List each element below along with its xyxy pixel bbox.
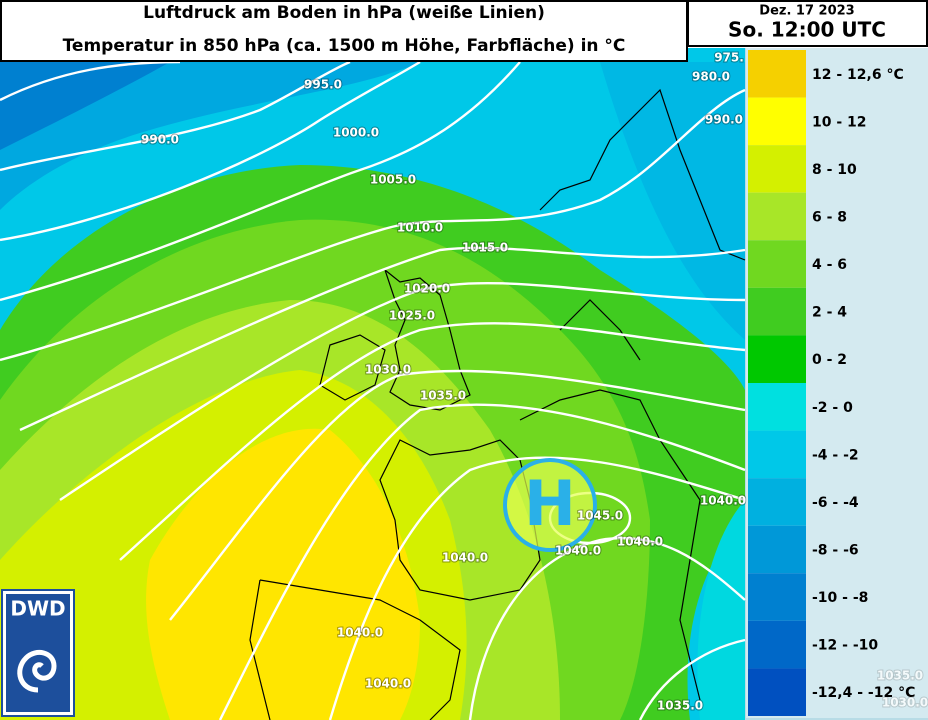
legend-swatch xyxy=(748,145,806,193)
legend-swatch xyxy=(748,50,806,98)
high-label: H xyxy=(524,467,576,540)
legend-label: 2 - 4 xyxy=(812,305,847,321)
legend-label: -2 - 0 xyxy=(812,400,853,416)
legend-swatch xyxy=(748,335,806,383)
legend-label: -4 - -2 xyxy=(812,447,859,463)
legend-label: 8 - 10 xyxy=(812,162,857,178)
header: Luftdruck am Boden in hPa (weiße Linien)… xyxy=(0,0,928,62)
title-box xyxy=(0,0,688,62)
legend-swatch xyxy=(748,430,806,479)
isobar-label: 1030.0 xyxy=(365,363,411,377)
legend-label: 12 - 12,6 °C xyxy=(812,67,904,83)
legend-label: 6 - 8 xyxy=(812,210,847,226)
time-box xyxy=(687,0,928,47)
high-pressure-symbol: H xyxy=(503,458,597,552)
isobar-label: 1040.0 xyxy=(365,677,411,691)
legend-swatch xyxy=(748,240,806,288)
isobar-label: 1040.0 xyxy=(442,551,488,565)
title-line2: Temperatur in 850 hPa (ca. 1500 m Höhe, … xyxy=(63,36,626,56)
title-line1: Luftdruck am Boden in hPa (weiße Linien) xyxy=(143,3,545,23)
legend-label: -10 - -8 xyxy=(812,590,868,606)
dwd-logo: DWD xyxy=(1,589,75,717)
isobar-label: 1040.0 xyxy=(617,535,663,549)
isobar-label: 1010.0 xyxy=(397,221,443,235)
legend-label: -8 - -6 xyxy=(812,543,859,559)
legend-swatch xyxy=(748,192,806,241)
legend-label: 0 - 2 xyxy=(812,352,847,368)
isobars xyxy=(0,60,746,720)
legend-label: -6 - -4 xyxy=(812,495,859,511)
legend: 12 - 12,6 °C 10 - 12 8 - 10 6 - 8 4 - 6 2 - 4… xyxy=(746,48,928,718)
isobar-label: 1045.0 xyxy=(577,509,623,523)
isobar-label: 980.0 xyxy=(692,70,730,84)
date: Dez. 17 2023 xyxy=(759,4,854,19)
legend-swatch xyxy=(748,620,806,669)
isobar-label: 1040.0 xyxy=(555,544,601,558)
isobar-label: 1015.0 xyxy=(462,241,508,255)
isobar-label: 975. xyxy=(714,51,744,65)
legend-label: 4 - 6 xyxy=(812,257,847,273)
legend-swatch xyxy=(748,383,806,431)
legend-swatch xyxy=(748,97,806,146)
legend-swatch xyxy=(748,525,806,574)
coastlines xyxy=(249,88,746,720)
isobar-label: 1005.0 xyxy=(370,173,416,187)
legend-swatch xyxy=(748,573,806,621)
legend-label: -12,4 - -12 °C xyxy=(812,685,915,701)
logo-text: DWD xyxy=(10,597,65,621)
legend-label: -12 - -10 xyxy=(812,638,878,654)
legend-swatch xyxy=(748,478,806,526)
isobar-label: 1025.0 xyxy=(389,309,435,323)
isobar-label: 1040.0 xyxy=(700,494,746,508)
isobar-label: 1040.0 xyxy=(337,626,383,640)
isobar-label: 1035.0 xyxy=(420,389,466,403)
legend-swatch xyxy=(748,668,806,716)
legend-label: 10 - 12 xyxy=(812,114,867,130)
isobar-label: 995.0 xyxy=(304,78,342,92)
isobar-label: 990.0 xyxy=(141,133,179,147)
isobar-label: 1020.0 xyxy=(404,282,450,296)
isobar-label: 1000.0 xyxy=(333,126,379,140)
isobar-label: 990.0 xyxy=(705,113,743,127)
high-circle xyxy=(503,458,597,552)
isobar-label: 1035.0 xyxy=(657,699,703,713)
legend-swatch xyxy=(748,287,806,336)
time: So. 12:00 UTC xyxy=(728,18,886,42)
